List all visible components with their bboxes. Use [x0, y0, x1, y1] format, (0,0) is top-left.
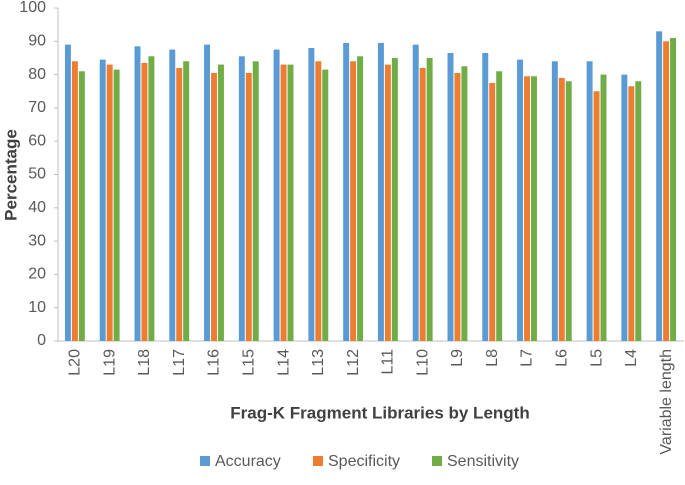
x-tick-label: L18 — [136, 349, 153, 376]
bar — [176, 67, 183, 341]
x-tick-label: L12 — [345, 349, 362, 376]
y-tick-label: 90 — [28, 33, 46, 50]
x-tick-label: L17 — [171, 349, 188, 376]
y-tick-label: 70 — [28, 99, 46, 116]
bar — [217, 64, 224, 342]
bar — [308, 47, 315, 342]
bar — [357, 56, 364, 341]
x-tick-label: L9 — [449, 349, 466, 367]
bar — [141, 62, 148, 341]
legend-swatch — [432, 456, 442, 466]
bar — [600, 74, 607, 341]
bar — [426, 57, 433, 341]
bar — [169, 49, 176, 341]
bar — [454, 72, 461, 341]
bar — [621, 74, 628, 341]
bar — [551, 61, 558, 341]
bar — [273, 49, 280, 341]
bar — [211, 72, 217, 341]
bar — [656, 31, 663, 342]
bar — [447, 52, 454, 342]
x-tick-label: L19 — [101, 349, 118, 376]
bar — [64, 44, 71, 341]
legend-label: Accuracy — [215, 453, 281, 470]
y-tick-label: 100 — [19, 0, 46, 16]
x-tick-label: L15 — [240, 349, 257, 376]
bar — [391, 57, 398, 341]
bar — [670, 37, 677, 341]
bar — [496, 71, 503, 342]
legend-label: Sensitivity — [447, 453, 519, 470]
y-tick-label: 10 — [28, 299, 46, 316]
y-tick-label: 60 — [28, 132, 46, 149]
bar — [489, 82, 496, 342]
x-tick-label: L16 — [206, 349, 223, 376]
x-tick-label: L5 — [588, 349, 605, 367]
bar — [134, 46, 141, 342]
x-tick-label: L11 — [380, 349, 397, 375]
bar — [113, 69, 120, 341]
bar — [517, 59, 524, 342]
x-tick-label: L4 — [623, 349, 640, 367]
bar — [322, 69, 329, 341]
x-tick-label: L20 — [67, 349, 84, 376]
legend-swatch — [200, 456, 210, 466]
y-tick-label: 50 — [28, 166, 46, 183]
legend-label: Specificity — [328, 453, 400, 470]
x-tick-label: L10 — [414, 349, 431, 376]
bar — [530, 76, 537, 341]
bar — [419, 67, 426, 341]
bar — [565, 81, 572, 341]
bar — [315, 61, 322, 341]
bar — [663, 41, 670, 342]
bar — [593, 91, 600, 341]
bar — [524, 76, 530, 341]
y-tick-label: 20 — [28, 266, 46, 283]
y-tick-label: 40 — [28, 199, 46, 216]
legend-swatch — [313, 456, 323, 466]
bar — [628, 86, 635, 341]
bar — [343, 42, 350, 342]
bar — [252, 61, 259, 341]
x-tick-label: L14 — [275, 349, 292, 376]
bar — [280, 64, 287, 342]
y-tick-label: 80 — [28, 66, 46, 83]
x-axis-title: Frag-K Fragment Libraries by Length — [230, 403, 529, 422]
bar — [245, 72, 252, 341]
bar — [586, 61, 593, 341]
bar — [99, 59, 106, 342]
bar — [238, 56, 245, 341]
bar — [183, 61, 190, 341]
bar — [71, 61, 78, 341]
bar — [204, 44, 211, 341]
bar — [106, 64, 113, 342]
bar — [558, 77, 565, 342]
y-axis-title: Percentage — [1, 129, 20, 221]
y-tick-label: 0 — [37, 332, 46, 349]
x-tick-label: L7 — [519, 349, 536, 367]
bar — [482, 52, 489, 342]
bar — [287, 64, 294, 342]
bar — [412, 44, 419, 341]
x-tick-label: L13 — [310, 349, 327, 376]
bar — [350, 61, 357, 341]
x-tick-label: Variable length — [658, 349, 675, 455]
bar — [78, 71, 85, 342]
bar — [461, 66, 468, 342]
bar — [635, 81, 642, 341]
bar — [384, 64, 391, 342]
bar — [148, 56, 155, 341]
y-tick-label: 30 — [28, 232, 46, 249]
bar — [377, 42, 384, 342]
x-tick-label: L6 — [553, 349, 570, 367]
x-tick-label: L8 — [484, 349, 501, 367]
